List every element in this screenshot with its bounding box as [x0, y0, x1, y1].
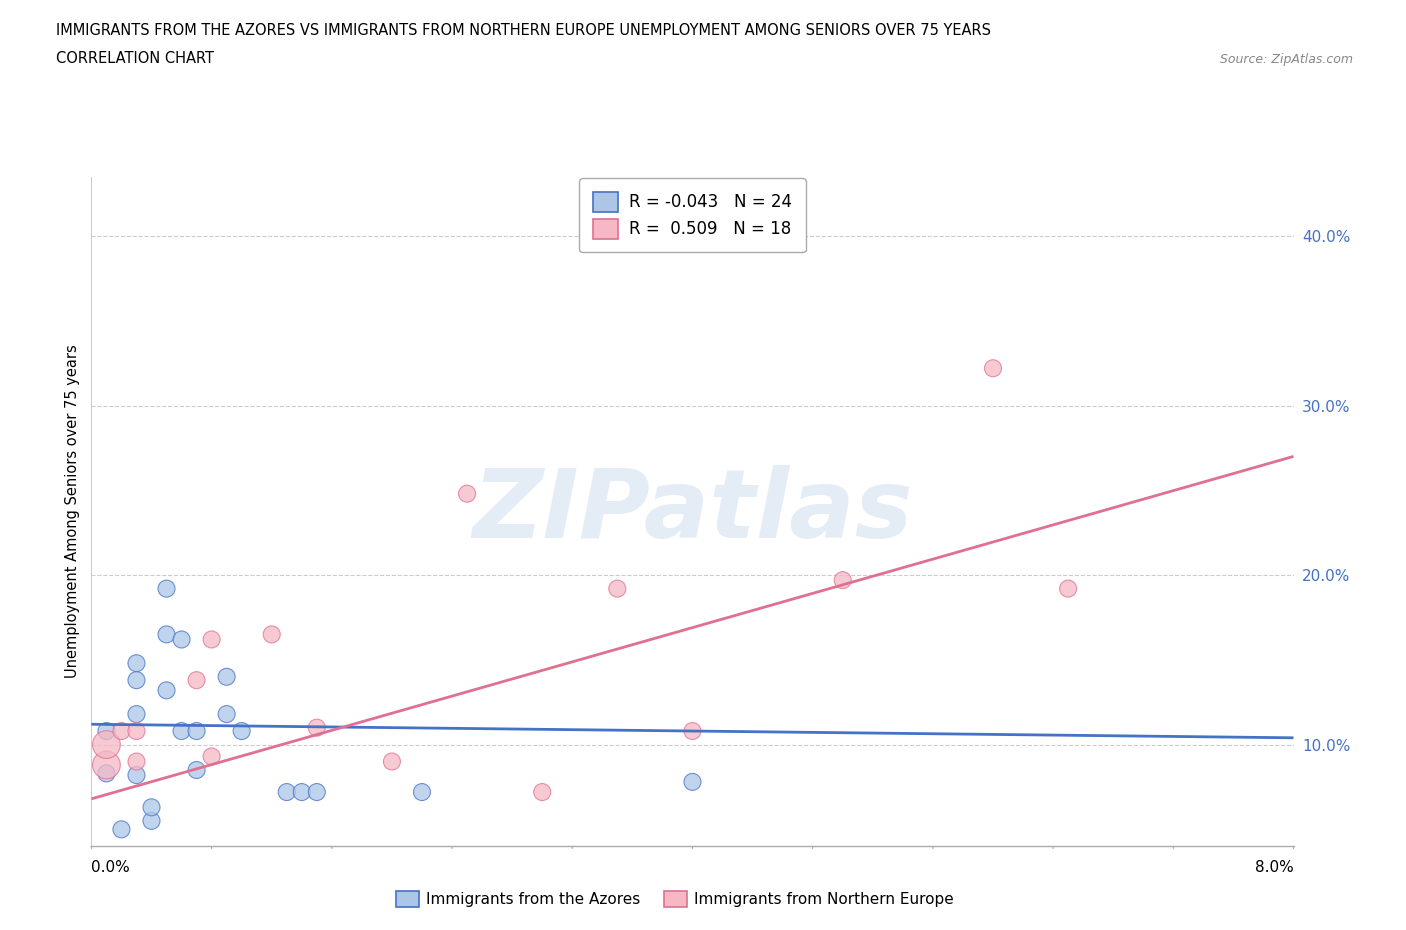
Point: [125, 724, 148, 738]
Point: [831, 573, 853, 588]
Point: [276, 785, 298, 800]
Point: [96, 737, 118, 752]
Point: [531, 785, 554, 800]
Point: [381, 754, 404, 769]
Point: [110, 822, 132, 837]
Point: [125, 754, 148, 769]
Point: [215, 670, 238, 684]
Point: [681, 724, 703, 738]
Point: [291, 785, 314, 800]
Text: 8.0%: 8.0%: [1254, 860, 1294, 875]
Y-axis label: Unemployment Among Seniors over 75 years: Unemployment Among Seniors over 75 years: [65, 345, 80, 678]
Text: Source: ZipAtlas.com: Source: ZipAtlas.com: [1219, 53, 1353, 66]
Point: [201, 749, 224, 764]
Point: [141, 814, 163, 829]
Point: [125, 767, 148, 782]
Text: ZIPatlas: ZIPatlas: [472, 465, 912, 558]
Point: [215, 707, 238, 722]
Point: [170, 632, 193, 647]
Legend: Immigrants from the Azores, Immigrants from Northern Europe: Immigrants from the Azores, Immigrants f…: [389, 884, 960, 913]
Point: [141, 800, 163, 815]
Point: [96, 758, 118, 773]
Point: [125, 656, 148, 671]
Text: CORRELATION CHART: CORRELATION CHART: [56, 51, 214, 66]
Point: [96, 766, 118, 781]
Point: [305, 720, 328, 735]
Point: [110, 724, 132, 738]
Point: [456, 486, 478, 501]
Point: [305, 785, 328, 800]
Point: [125, 672, 148, 687]
Point: [186, 724, 208, 738]
Point: [681, 775, 703, 790]
Point: [981, 361, 1004, 376]
Point: [155, 683, 177, 698]
Point: [606, 581, 628, 596]
Point: [170, 724, 193, 738]
Point: [155, 627, 177, 642]
Point: [1057, 581, 1080, 596]
Point: [201, 632, 224, 647]
Point: [96, 724, 118, 738]
Text: 0.0%: 0.0%: [91, 860, 131, 875]
Point: [155, 581, 177, 596]
Point: [231, 724, 253, 738]
Point: [125, 707, 148, 722]
Point: [260, 627, 283, 642]
Point: [186, 763, 208, 777]
Text: IMMIGRANTS FROM THE AZORES VS IMMIGRANTS FROM NORTHERN EUROPE UNEMPLOYMENT AMONG: IMMIGRANTS FROM THE AZORES VS IMMIGRANTS…: [56, 23, 991, 38]
Legend: R = -0.043   N = 24, R =  0.509   N = 18: R = -0.043 N = 24, R = 0.509 N = 18: [579, 179, 806, 252]
Point: [186, 672, 208, 687]
Point: [411, 785, 433, 800]
